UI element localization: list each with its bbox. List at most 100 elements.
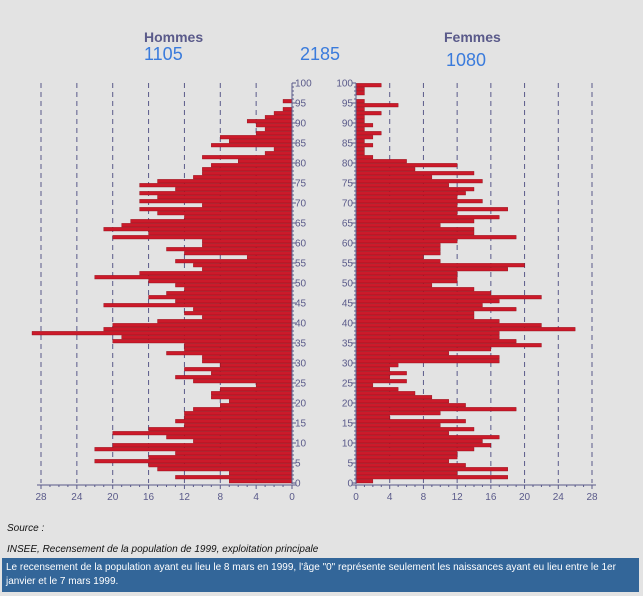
hommes-bar — [148, 279, 293, 284]
femmes-bar — [355, 467, 508, 472]
femmes-bar — [355, 327, 576, 332]
hommes-bar — [202, 315, 293, 320]
hommes-bar — [103, 327, 293, 332]
hommes-bar — [202, 267, 293, 272]
hommes-bar — [184, 343, 293, 348]
femmes-bar — [355, 83, 382, 88]
hommes-bar — [112, 235, 293, 240]
femmes-bar — [355, 107, 365, 112]
femmes-age-tick-label: 10 — [342, 439, 354, 450]
femmes-bar — [355, 91, 365, 96]
hommes-value-tick-label: 24 — [71, 492, 83, 503]
femmes-bar — [355, 271, 458, 276]
femmes-bar — [355, 167, 416, 172]
hommes-bar — [175, 299, 293, 304]
hommes-age-tick-label: 80 — [295, 159, 307, 170]
femmes-bar — [355, 111, 382, 116]
femmes-bar — [355, 343, 542, 348]
hommes-value-tick-label: 12 — [179, 492, 191, 503]
femmes-bar — [355, 323, 542, 328]
hommes-age-tick-label: 30 — [295, 359, 307, 370]
femmes-bar — [355, 463, 466, 468]
hommes-bar — [246, 255, 293, 260]
hommes-bar — [103, 227, 293, 232]
hommes-bar — [193, 307, 293, 312]
femmes-bar — [355, 427, 475, 432]
hommes-bar — [229, 471, 293, 476]
hommes-age-tick-label: 15 — [295, 419, 307, 430]
femmes-age-tick-label: 55 — [342, 259, 354, 270]
femmes-bar — [355, 391, 416, 396]
hommes-bar — [148, 455, 293, 460]
femmes-bar — [355, 179, 483, 184]
femmes-age-tick-label: 45 — [342, 299, 354, 310]
femmes-bar — [355, 283, 433, 288]
hommes-age-tick-label: 75 — [295, 179, 307, 190]
femmes-bar — [355, 143, 374, 148]
hommes-bar — [264, 151, 293, 156]
hommes-bar — [94, 459, 293, 464]
hommes-total: 1105 — [144, 44, 183, 64]
femmes-bar — [355, 227, 475, 232]
femmes-bar — [355, 171, 475, 176]
femmes-bar — [355, 443, 492, 448]
femmes-bar — [355, 279, 458, 284]
hommes-bar — [103, 303, 293, 308]
hommes-bar — [139, 207, 293, 212]
femmes-bar — [355, 379, 407, 384]
hommes-age-tick-label: 25 — [295, 379, 307, 390]
hommes-bar — [211, 163, 293, 168]
hommes-value-tick-label: 20 — [107, 492, 119, 503]
hommes-bar — [229, 139, 293, 144]
hommes-bar — [184, 287, 293, 292]
hommes-bar — [148, 463, 293, 468]
hommes-bar — [112, 431, 293, 436]
hommes-bar — [220, 363, 293, 368]
hommes-bar — [94, 447, 293, 452]
femmes-bar — [355, 359, 500, 364]
hommes-bar — [184, 423, 293, 428]
hommes-bar — [184, 215, 293, 220]
femmes-bar — [355, 375, 390, 380]
femmes-bar — [355, 395, 433, 400]
femmes-value-tick-label: 16 — [485, 492, 497, 503]
hommes-bar — [282, 99, 293, 104]
femmes-bar — [355, 115, 365, 120]
femmes-bar — [355, 259, 441, 264]
femmes-age-tick-label: 20 — [342, 399, 354, 410]
hommes-value-tick-label: 16 — [143, 492, 155, 503]
hommes-bar — [202, 239, 293, 244]
femmes-bar — [355, 135, 374, 140]
hommes-bar — [193, 263, 293, 268]
femmes-bar — [355, 123, 374, 128]
hommes-bar — [220, 387, 293, 392]
hommes-bar — [202, 167, 293, 172]
femmes-bar — [355, 407, 517, 412]
source-label: Source : — [7, 523, 45, 534]
hommes-bar — [157, 195, 293, 200]
femmes-bar — [355, 335, 500, 340]
femmes-label: Femmes — [444, 29, 501, 45]
femmes-bar — [355, 315, 475, 320]
femmes-bar — [355, 355, 500, 360]
hommes-bar — [166, 291, 293, 296]
femmes-bar — [355, 163, 458, 168]
femmes-value-tick-label: 8 — [421, 492, 427, 503]
hommes-age-tick-label: 50 — [295, 279, 307, 290]
hommes-age-tick-label: 95 — [295, 99, 307, 110]
femmes-bar — [355, 451, 458, 456]
femmes-bar — [355, 183, 449, 188]
hommes-bar — [166, 351, 293, 356]
hommes-bar — [202, 155, 293, 160]
hommes-bar — [148, 231, 293, 236]
femmes-bar — [355, 223, 441, 228]
femmes-age-tick-label: 100 — [336, 79, 353, 90]
hommes-bar — [184, 415, 293, 420]
hommes-bar — [184, 251, 293, 256]
femmes-bar — [355, 187, 475, 192]
femmes-bar — [355, 411, 441, 416]
femmes-bar — [355, 387, 399, 392]
hommes-bar — [202, 355, 293, 360]
femmes-bar — [355, 235, 517, 240]
femmes-bar — [355, 287, 475, 292]
